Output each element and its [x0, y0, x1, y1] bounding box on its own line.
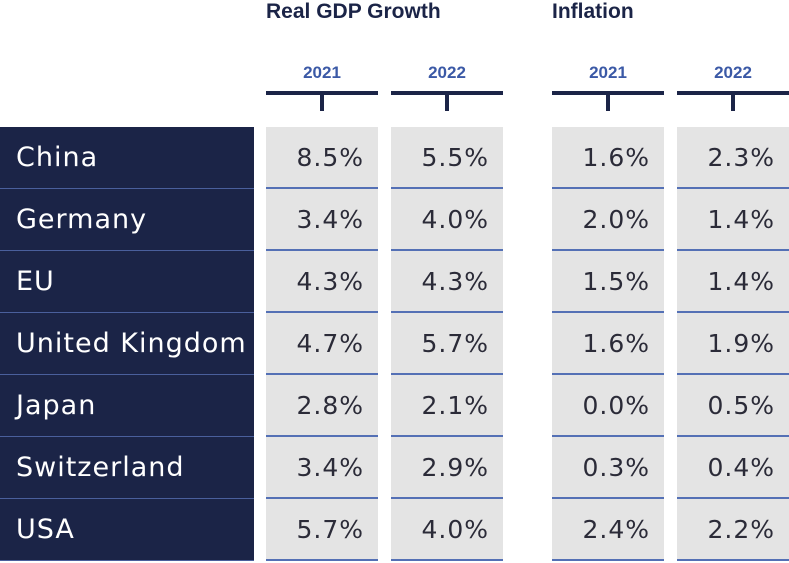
year-header-inflation-2021: 2021 — [589, 63, 627, 82]
table-row: Switzerland 3.4% 2.9% 0.3% 0.4% — [0, 437, 789, 499]
country-label: Switzerland — [0, 437, 254, 499]
value-cell-gdp-2022: 4.3% — [391, 251, 503, 313]
value-cell-inflation-2021: 0.3% — [552, 437, 664, 499]
column-bracket-gdp-2021 — [266, 91, 378, 111]
value-cell-inflation-2022: 2.3% — [677, 127, 789, 189]
value-cell-gdp-2022: 4.0% — [391, 189, 503, 251]
value-cell-inflation-2021: 1.5% — [552, 251, 664, 313]
value-cell-inflation-2022: 1.4% — [677, 189, 789, 251]
value-cell-gdp-2021: 4.7% — [266, 313, 378, 375]
value-cell-inflation-2022: 0.5% — [677, 375, 789, 437]
value-cell-gdp-2021: 5.7% — [266, 499, 378, 561]
table-row: EU 4.3% 4.3% 1.5% 1.4% — [0, 251, 789, 313]
value-cell-gdp-2022: 2.9% — [391, 437, 503, 499]
country-label: United Kingdom — [0, 313, 254, 375]
country-label: Germany — [0, 189, 254, 251]
country-label: Japan — [0, 375, 254, 437]
year-header-gdp-2021: 2021 — [303, 63, 341, 82]
column-bracket-gdp-2022 — [391, 91, 503, 111]
table-row: Japan 2.8% 2.1% 0.0% 0.5% — [0, 375, 789, 437]
value-cell-gdp-2021: 8.5% — [266, 127, 378, 189]
value-cell-inflation-2021: 1.6% — [552, 127, 664, 189]
country-label: EU — [0, 251, 254, 313]
value-cell-gdp-2022: 2.1% — [391, 375, 503, 437]
table-row: USA 5.7% 4.0% 2.4% 2.2% — [0, 499, 789, 561]
data-table: China 8.5% 5.5% 1.6% 2.3% Germany 3.4% 4.0% 2.0%… — [0, 127, 789, 561]
value-cell-inflation-2021: 2.0% — [552, 189, 664, 251]
value-cell-inflation-2022: 1.9% — [677, 313, 789, 375]
table-row: Germany 3.4% 4.0% 2.0% 1.4% — [0, 189, 789, 251]
value-cell-inflation-2021: 2.4% — [552, 499, 664, 561]
value-cell-inflation-2022: 1.4% — [677, 251, 789, 313]
country-label: USA — [0, 499, 254, 561]
year-header-inflation-2022: 2022 — [714, 63, 752, 82]
value-cell-gdp-2021: 3.4% — [266, 189, 378, 251]
value-cell-gdp-2021: 2.8% — [266, 375, 378, 437]
group-title-gdp: Real GDP Growth — [266, 0, 441, 23]
value-cell-gdp-2022: 4.0% — [391, 499, 503, 561]
value-cell-gdp-2021: 4.3% — [266, 251, 378, 313]
table-row: United Kingdom 4.7% 5.7% 1.6% 1.9% — [0, 313, 789, 375]
table-row: China 8.5% 5.5% 1.6% 2.3% — [0, 127, 789, 189]
value-cell-inflation-2022: 0.4% — [677, 437, 789, 499]
value-cell-gdp-2021: 3.4% — [266, 437, 378, 499]
value-cell-inflation-2021: 0.0% — [552, 375, 664, 437]
column-bracket-inflation-2021 — [552, 91, 664, 111]
value-cell-inflation-2022: 2.2% — [677, 499, 789, 561]
year-header-gdp-2022: 2022 — [428, 63, 466, 82]
value-cell-gdp-2022: 5.5% — [391, 127, 503, 189]
country-label: China — [0, 127, 254, 189]
column-bracket-inflation-2022 — [677, 91, 789, 111]
group-title-inflation: Inflation — [552, 0, 634, 23]
value-cell-gdp-2022: 5.7% — [391, 313, 503, 375]
value-cell-inflation-2021: 1.6% — [552, 313, 664, 375]
